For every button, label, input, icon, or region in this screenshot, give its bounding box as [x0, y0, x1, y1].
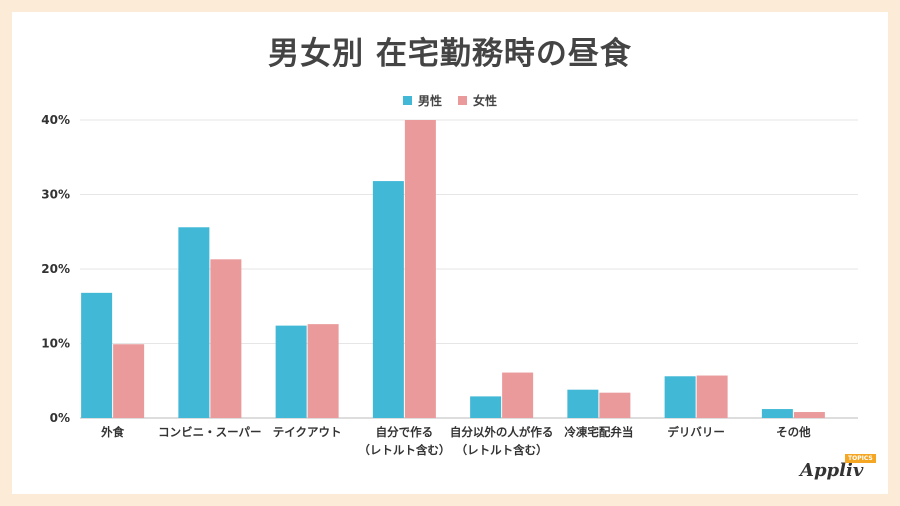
bar-female [113, 344, 145, 418]
legend-item-male: 男性 [402, 92, 442, 109]
bar-male [664, 376, 696, 418]
bar-female [502, 372, 534, 418]
legend-swatch-female [458, 96, 467, 105]
logo-text: Appliv [800, 460, 864, 481]
category-label: （レトルト含む） [456, 443, 548, 457]
bar-male [470, 396, 502, 418]
bar-male [178, 227, 210, 418]
legend-label-male: 男性 [417, 94, 442, 108]
category-label: 外食 [100, 425, 124, 439]
category-label: コンビニ・スーパー [158, 425, 261, 439]
y-tick-label: 10% [41, 337, 70, 351]
legend-label-female: 女性 [473, 94, 498, 108]
category-label: （レトルト含む） [358, 443, 450, 457]
bar-female [696, 375, 728, 418]
category-label: 冷凍宅配弁当 [564, 425, 633, 439]
appliv-logo: Appliv TOPICS [800, 454, 880, 484]
bar-female [404, 120, 436, 418]
bar-male [275, 325, 307, 418]
category-label: 自分で作る [376, 425, 434, 439]
bar-female [210, 259, 242, 418]
bar-male [372, 181, 404, 418]
logo-badge: TOPICS [845, 454, 876, 463]
legend: 男性 女性 [0, 92, 900, 109]
category-label: デリバリー [667, 425, 725, 439]
bar-male [567, 389, 599, 418]
chart-frame [12, 12, 888, 494]
y-tick-label: 0% [50, 411, 70, 425]
y-tick-label: 30% [41, 188, 70, 202]
bar-female [307, 324, 339, 418]
legend-swatch-male [402, 96, 412, 105]
category-label: その他 [776, 425, 811, 439]
bar-female [599, 392, 631, 418]
legend-item-female: 女性 [458, 92, 497, 109]
bar-male [761, 409, 793, 418]
chart-title: 男女別 在宅勤務時の昼食 [268, 36, 632, 72]
bar-female [793, 412, 825, 418]
y-tick-label: 20% [41, 262, 70, 276]
category-label: 自分以外の人が作る [450, 425, 554, 439]
category-label: テイクアウト [273, 425, 342, 439]
y-tick-label: 40% [41, 113, 70, 127]
bar-male [81, 292, 113, 418]
